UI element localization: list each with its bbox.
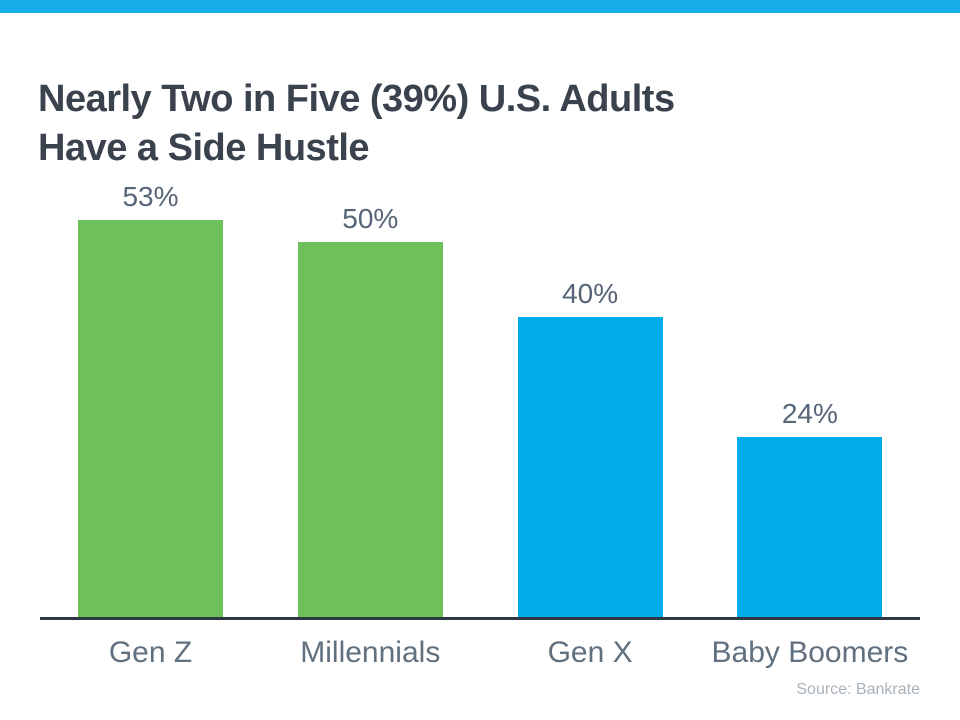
top-accent-bar — [0, 0, 960, 13]
plot-area: 53% 50% 40% 24% — [40, 160, 920, 620]
bar-value-label-millennials: 50% — [342, 203, 399, 234]
x-axis-labels-row: Gen Z Millennials Gen X Baby Boomers — [40, 636, 920, 674]
x-axis-label-gen-z: Gen Z — [108, 636, 193, 669]
bar-rect-baby-boomers — [737, 437, 883, 617]
bar-value-label-gen-x: 40% — [562, 278, 619, 309]
source-attribution: Source: Bankrate — [796, 681, 920, 698]
bar-baby-boomers: 24% — [737, 398, 883, 617]
bar-rect-gen-z — [78, 219, 223, 617]
x-axis-label-baby-boomers: Baby Boomers — [711, 636, 909, 669]
x-axis-label-gen-x: Gen X — [547, 636, 633, 669]
bar-value-label-baby-boomers: 24% — [781, 398, 838, 429]
bar-gen-x: 40% — [517, 278, 663, 617]
x-axis-label-millennials: Millennials — [300, 636, 441, 669]
bar-gen-z: 53% — [78, 181, 223, 617]
chart-title-line1: Nearly Two in Five (39%) U.S. Adults — [38, 78, 675, 121]
x-axis-line — [40, 617, 920, 620]
bar-rect-gen-x — [517, 317, 663, 617]
bar-millennials: 50% — [297, 203, 443, 617]
chart-title-line2: Have a Side Hustle — [38, 127, 370, 170]
chart-title: Nearly Two in Five (39%) U.S. Adults Hav… — [38, 75, 918, 173]
bar-value-label-gen-z: 53% — [122, 180, 179, 212]
bar-rect-millennials — [297, 242, 443, 617]
